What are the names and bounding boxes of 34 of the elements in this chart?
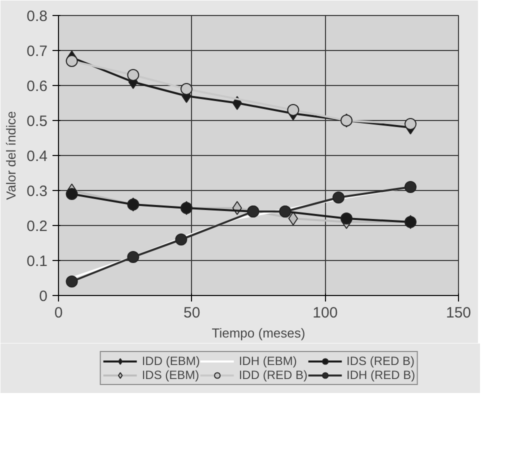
point [175,234,188,246]
y-tick-label: 0.4 [26,148,48,165]
legend-label: IDH (EBM) [238,354,297,368]
point [66,188,78,200]
x-tick-label: 0 [54,304,63,322]
legend-label: IDD (EBM) [142,354,200,368]
x-axis-title: Tiempo (meses) [212,326,306,340]
point [127,69,140,81]
point [180,83,192,95]
y-tick-label: 0.2 [26,218,48,235]
legend-label: IDH (RED B) [346,368,416,382]
y-tick-label: 0.1 [26,253,48,270]
point [404,118,416,130]
point [287,104,300,116]
y-tick-label: 0.5 [26,113,48,130]
point [332,192,344,204]
point [340,212,352,224]
legend-label: IDS (EBM) [142,368,200,382]
y-tick-label: 0.7 [26,43,48,60]
x-tick-label: 150 [446,304,472,322]
legend-label: IDS (RED B) [346,354,415,368]
x-tick-label: 50 [183,304,200,322]
x-tick-label: 100 [312,304,338,322]
y-tick-label: 0.6 [26,78,48,95]
legend-label: IDD (RED B) [238,368,308,382]
point [288,212,298,226]
point [66,55,78,67]
y-tick-label: 0 [39,288,48,305]
point [127,251,140,263]
point [66,276,78,288]
point [404,181,416,193]
y-tick-label: 0.3 [26,183,48,200]
y-axis-title: Valor del índice [4,111,19,200]
y-tick-label: 0.8 [26,8,48,25]
